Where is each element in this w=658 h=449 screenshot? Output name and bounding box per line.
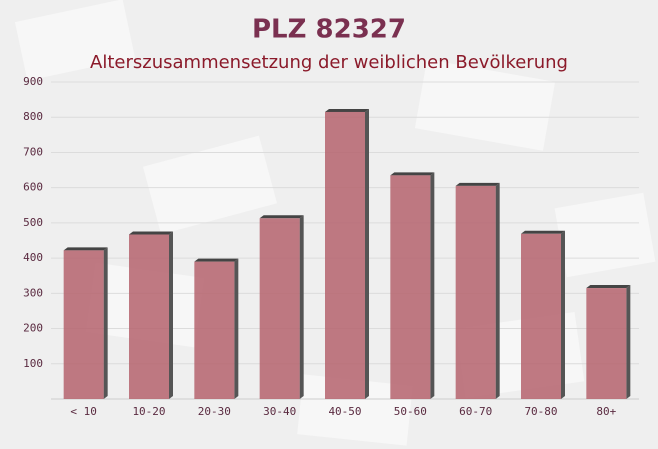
y-tick-label: 200 xyxy=(23,322,43,335)
bar-side xyxy=(365,108,369,399)
bar-top xyxy=(455,182,500,186)
bar-side xyxy=(299,215,304,399)
chart-title: PLZ 82327 xyxy=(252,15,406,45)
bar xyxy=(521,233,561,399)
bar-side xyxy=(495,182,500,399)
x-tick-label: < 10 xyxy=(70,405,97,418)
bar-top xyxy=(586,285,631,289)
bar-top xyxy=(194,258,239,262)
y-tick-label: 400 xyxy=(23,251,43,264)
bar-top xyxy=(129,231,173,235)
bar-side xyxy=(626,285,631,399)
bar-top xyxy=(63,247,108,251)
y-tick-label: 900 xyxy=(23,75,43,88)
bar-top xyxy=(521,230,565,234)
bar xyxy=(390,175,431,399)
bar-side xyxy=(234,258,239,399)
bar xyxy=(325,111,365,399)
chart-subtitle: Alterszusammensetzung der weiblichen Bev… xyxy=(90,52,568,73)
y-tick-label: 700 xyxy=(23,145,43,158)
bar xyxy=(259,218,300,399)
bar-top xyxy=(325,108,369,112)
bar-top xyxy=(390,172,435,176)
y-tick-label: 800 xyxy=(23,110,43,123)
y-tick-label: 600 xyxy=(23,181,43,194)
y-tick-label: 300 xyxy=(23,286,43,299)
bar xyxy=(455,185,496,399)
y-tick-label: 500 xyxy=(23,216,43,229)
bar xyxy=(129,234,169,399)
x-tick-label: 20-30 xyxy=(198,405,231,418)
x-tick-label: 10-20 xyxy=(132,405,165,418)
bar xyxy=(194,261,235,399)
x-tick-label: 80+ xyxy=(596,405,616,418)
bar-top xyxy=(259,215,304,219)
bar-side xyxy=(169,231,173,399)
x-tick-label: 40-50 xyxy=(328,405,361,418)
bar xyxy=(586,288,627,399)
x-tick-label: 50-60 xyxy=(394,405,427,418)
bar xyxy=(63,250,104,399)
bar-side xyxy=(430,172,435,399)
bar-side xyxy=(561,230,565,399)
x-tick-label: 30-40 xyxy=(263,405,296,418)
x-tick-label: 60-70 xyxy=(459,405,492,418)
bar-side xyxy=(103,247,108,399)
x-tick-label: 70-80 xyxy=(524,405,557,418)
y-tick-label: 100 xyxy=(23,357,43,370)
